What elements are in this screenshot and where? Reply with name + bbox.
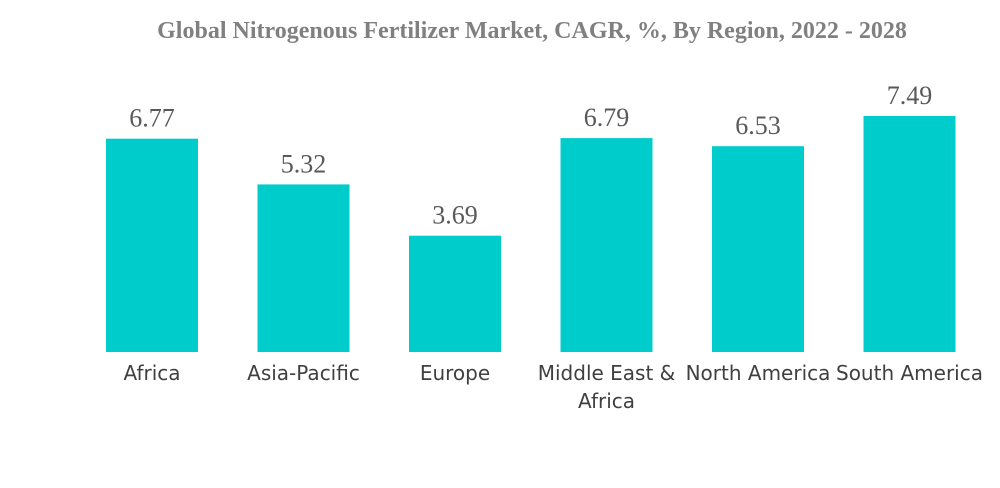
- bars-layer: [106, 116, 956, 352]
- value-labels-layer: 6.77 5.32 3.69 6.79 6.53 7.49: [129, 81, 932, 230]
- category-label-africa: Africa: [123, 361, 180, 385]
- category-label-asia-pacific: Asia-Pacific: [247, 361, 360, 385]
- bar-asia-pacific: [257, 184, 350, 352]
- chart-title: Global Nitrogenous Fertilizer Market, CA…: [157, 18, 907, 44]
- bar-south-america: [863, 116, 956, 352]
- value-label-europe: 3.69: [432, 201, 478, 230]
- value-label-africa: 6.77: [129, 104, 175, 133]
- bar-europe: [409, 235, 501, 352]
- category-label-south-america: South America: [836, 361, 983, 385]
- value-label-asia-pacific: 5.32: [281, 149, 327, 178]
- category-label-north-america: North America: [686, 361, 831, 385]
- value-label-north-america: 6.53: [735, 111, 781, 140]
- value-label-south-america: 7.49: [887, 81, 933, 110]
- bar-north-america: [712, 146, 804, 352]
- category-labels-layer: Africa Asia-Pacific Europe Middle East & Afr…: [123, 361, 983, 413]
- value-label-middle-east-and-africa: 6.79: [584, 103, 630, 132]
- bar-africa: [106, 138, 198, 352]
- category-label-europe: Europe: [420, 361, 490, 385]
- category-label-middle-east-and-africa: Middle East & Africa: [538, 361, 676, 413]
- bar-middle-east-and-africa: [560, 138, 653, 352]
